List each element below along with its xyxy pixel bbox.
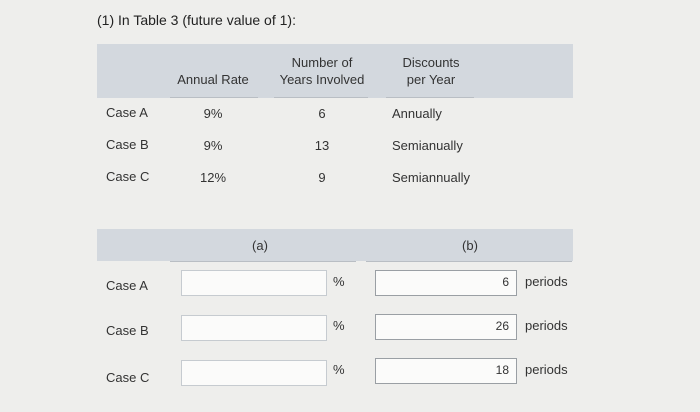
periods-input[interactable]: 26 [375, 314, 517, 340]
table1-rate: 12% [199, 170, 227, 185]
underline-discounts [386, 97, 474, 98]
percent-unit: % [333, 318, 345, 333]
percent-unit: % [333, 362, 345, 377]
interest-rate-input[interactable] [181, 315, 327, 341]
table1-years: 9 [318, 170, 326, 185]
header-discounts-per-year: Discounts per Year [388, 54, 474, 88]
header-years-line2: Years Involved [279, 72, 365, 87]
interest-rate-input[interactable] [181, 360, 327, 386]
table1-discounts: Annually [392, 106, 442, 121]
table2-row-label: Case A [106, 278, 148, 293]
table1-years: 13 [314, 138, 330, 153]
periods-unit: periods [525, 362, 568, 377]
table1-rate: 9% [203, 106, 223, 121]
column-b-label: (b) [462, 238, 478, 253]
periods-unit: periods [525, 274, 568, 289]
periods-input[interactable]: 6 [375, 270, 517, 296]
question-title: (1) In Table 3 (future value of 1): [97, 12, 296, 28]
header-discounts-line1: Discounts [402, 55, 460, 70]
underline-column-a [170, 261, 356, 262]
header-annual-rate: Annual Rate [177, 72, 249, 87]
table2-row-label: Case C [106, 370, 150, 385]
table1-header-band [97, 44, 573, 98]
underline-column-b [366, 261, 572, 262]
table1-rate: 9% [203, 138, 223, 153]
table2-row-label: Case B [106, 323, 149, 338]
header-years-line1: Number of [291, 55, 353, 70]
underline-annual-rate [170, 97, 258, 98]
table1-years: 6 [318, 106, 326, 121]
table1-row-label: Case A [106, 105, 148, 120]
interest-rate-input[interactable] [181, 270, 327, 296]
table1-discounts: Semianually [392, 138, 463, 153]
periods-unit: periods [525, 318, 568, 333]
periods-input[interactable]: 18 [375, 358, 517, 384]
table2-header-band [97, 229, 573, 261]
header-discounts-line2: per Year [406, 72, 456, 87]
header-years-involved: Number of Years Involved [272, 54, 372, 88]
underline-years [274, 97, 368, 98]
percent-unit: % [333, 274, 345, 289]
table1-row-label: Case C [106, 169, 150, 184]
table1-discounts: Semiannually [392, 170, 471, 185]
column-a-label: (a) [252, 238, 268, 253]
table1-row-label: Case B [106, 137, 149, 152]
